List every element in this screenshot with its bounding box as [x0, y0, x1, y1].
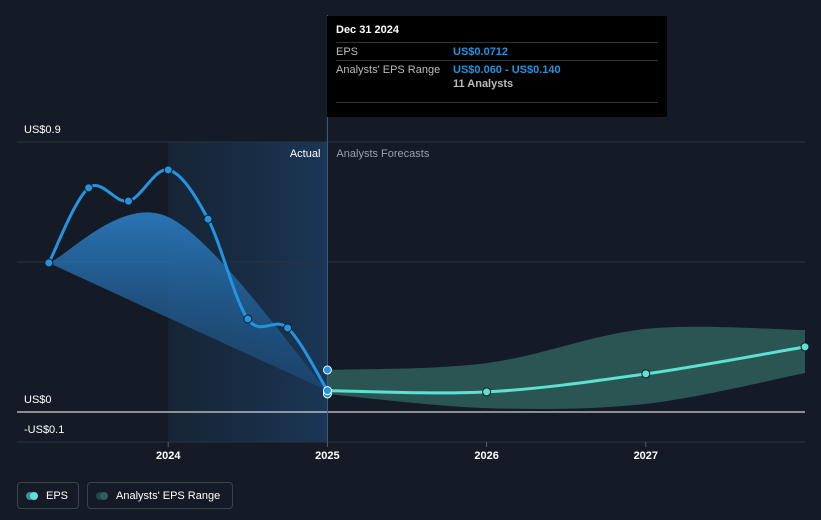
x-tick-label: 2024 [156, 450, 181, 462]
y-tick-label: US$0 [24, 394, 52, 406]
point [44, 258, 54, 268]
legend-label: Analysts' EPS Range [116, 489, 221, 502]
point [84, 183, 94, 193]
point [163, 165, 173, 175]
tooltip-date: Dec 31 2024 [336, 24, 399, 36]
x-tick-label: 2027 [634, 450, 658, 462]
legend-item[interactable]: EPS [17, 482, 79, 509]
forecast-label: Analysts Forecasts [336, 148, 429, 160]
tooltip-footer: 11 Analysts [336, 78, 658, 103]
tooltip: Dec 31 2024 EPS US$0.0712 Analysts' EPS R… [327, 16, 667, 117]
range-area [48, 212, 328, 391]
point [283, 323, 293, 333]
point [322, 386, 332, 396]
tooltip-value: US$0.0712 [453, 46, 509, 58]
y-tick-label: -US$0.1 [24, 424, 64, 436]
x-tick-label: 2026 [474, 450, 498, 462]
range-area [327, 326, 805, 410]
tooltip-row: Analysts' EPS Range US$0.060 - US$0.140 [336, 60, 658, 78]
x-tick-label: 2025 [315, 450, 339, 462]
point [243, 314, 253, 324]
legend-label: EPS [45, 489, 68, 502]
tooltip-row: EPS US$0.0712 [336, 42, 658, 60]
point [203, 214, 213, 224]
point [800, 342, 810, 352]
legend-item[interactable]: Analysts' EPS Range [87, 482, 233, 509]
y-tick-label: US$0.9 [24, 124, 61, 136]
actual-label: Actual [290, 148, 321, 160]
point [123, 196, 133, 206]
tooltip-value: US$0.060 - US$0.140 [453, 64, 561, 76]
line [327, 345, 806, 395]
legend-swatch [26, 491, 38, 500]
tooltip-key: Analysts' EPS Range [336, 64, 441, 76]
point [482, 387, 492, 397]
tooltip-key: EPS [336, 46, 359, 58]
range-marker [322, 365, 332, 375]
legend-swatch [96, 491, 108, 500]
point [641, 369, 651, 379]
chart: US$0.9 US$0 -US$0.1 2024 2025 2026 2027 Actual A… [17, 15, 810, 462]
